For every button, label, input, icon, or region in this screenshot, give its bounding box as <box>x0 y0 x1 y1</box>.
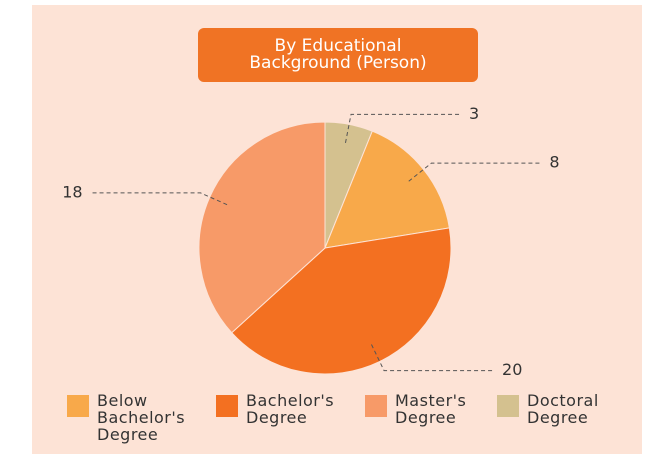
pie-slice <box>198 121 326 334</box>
legend-item: Doctoral Degree <box>497 391 599 427</box>
leader-line <box>90 192 228 206</box>
legend-swatch <box>216 395 238 417</box>
pie-slice <box>324 130 450 249</box>
legend-item: Below Bachelor's Degree <box>67 392 187 443</box>
pie-slice <box>231 227 452 375</box>
data-label: 18 <box>62 182 82 201</box>
legend-label: Bachelor's Degree <box>246 391 335 427</box>
leader-line <box>408 162 542 182</box>
legend-item: Master's Degree <box>365 391 467 427</box>
legend-swatch <box>365 395 387 417</box>
leader-line <box>344 113 462 143</box>
legend-swatch <box>497 395 519 417</box>
chart-title: By Educational Background (Person) <box>198 28 478 82</box>
data-label: 3 <box>469 104 479 123</box>
legend-label: Below Bachelor's Degree <box>97 391 186 444</box>
legend-label: Doctoral Degree <box>527 391 599 427</box>
data-label: 8 <box>549 153 559 172</box>
legend-swatch <box>67 395 89 417</box>
legend-label: Master's Degree <box>395 391 467 427</box>
data-label: 20 <box>502 360 522 379</box>
leader-line <box>371 344 495 372</box>
legend-item: Bachelor's Degree <box>216 392 336 426</box>
